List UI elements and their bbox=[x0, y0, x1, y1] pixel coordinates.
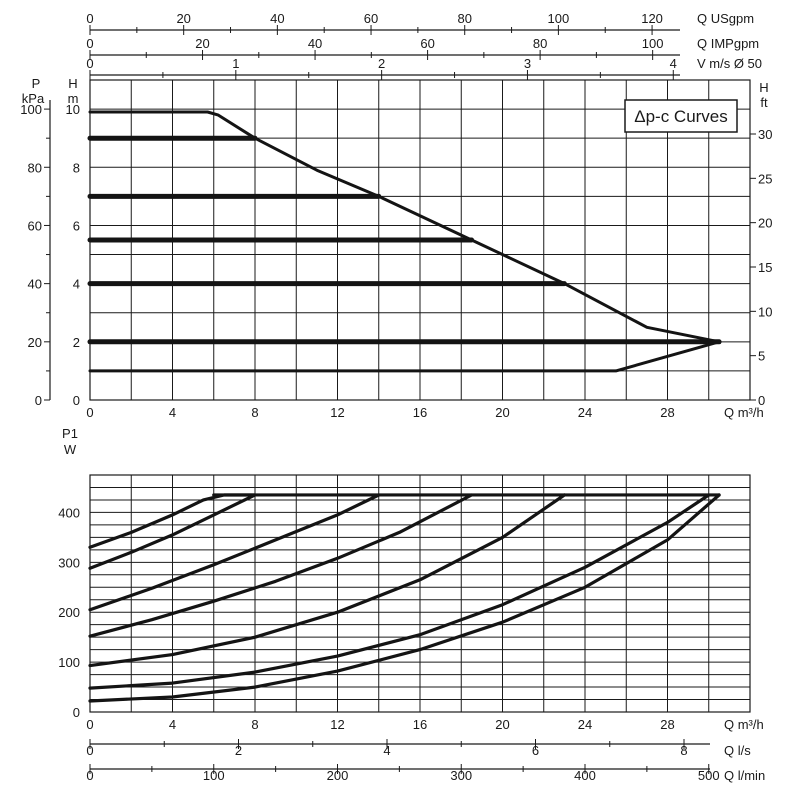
bottom-axis-tick-label: 200 bbox=[327, 768, 349, 783]
head-ft-tick-label: 30 bbox=[758, 127, 772, 142]
flow-tick-label: 12 bbox=[330, 717, 344, 732]
pressure-tick-label: 60 bbox=[28, 218, 42, 233]
top-axis-tick-label: 100 bbox=[642, 36, 664, 51]
power-curve-series-6 bbox=[88, 493, 721, 703]
power-tick-label: 100 bbox=[58, 655, 80, 670]
flow-tick-label: 0 bbox=[86, 717, 93, 732]
top-axis-tick-label: 1 bbox=[232, 56, 239, 71]
pressure-tick-label: 100 bbox=[20, 102, 42, 117]
top-axis-tick-label: 0 bbox=[86, 56, 93, 71]
top-axis-tick-label: 40 bbox=[308, 36, 322, 51]
power-axis-label: P1 bbox=[62, 426, 78, 441]
flow-tick-label: 20 bbox=[495, 717, 509, 732]
head-m-tick-label: 4 bbox=[73, 277, 80, 292]
pressure-axis-unit: kPa bbox=[22, 91, 45, 106]
top-axis-label: Q IMPgpm bbox=[697, 36, 759, 51]
flow-tick-label: 28 bbox=[660, 405, 674, 420]
bottom-axis-tick-label: 0 bbox=[86, 743, 93, 758]
bottom-axis-tick-label: 2 bbox=[235, 743, 242, 758]
flow-tick-label: 4 bbox=[169, 717, 176, 732]
top-axis-tick-label: 40 bbox=[270, 11, 284, 26]
power-tick-label: 300 bbox=[58, 555, 80, 570]
flow-tick-label: 24 bbox=[578, 405, 592, 420]
head-ft-tick-label: 0 bbox=[758, 393, 765, 408]
flow-tick-label: 16 bbox=[413, 717, 427, 732]
head-m-tick-label: 6 bbox=[73, 218, 80, 233]
top-axis-tick-label: 100 bbox=[548, 11, 570, 26]
head-ft-axis-label: H bbox=[759, 80, 768, 95]
flow-tick-label: 8 bbox=[251, 405, 258, 420]
top-axis-tick-label: 80 bbox=[533, 36, 547, 51]
head-ft-tick-label: 25 bbox=[758, 171, 772, 186]
curves-badge-text: Δp-c Curves bbox=[634, 107, 728, 126]
bottom-axis-label: Q l/min bbox=[724, 768, 765, 783]
power-tick-label: 200 bbox=[58, 605, 80, 620]
head-m-axis-unit: m bbox=[68, 91, 79, 106]
flow-tick-label: 24 bbox=[578, 717, 592, 732]
pressure-tick-label: 0 bbox=[35, 393, 42, 408]
flow-axis-label: Q m³/h bbox=[724, 717, 764, 732]
top-axis-tick-label: 20 bbox=[195, 36, 209, 51]
top-axis-tick-label: 60 bbox=[420, 36, 434, 51]
head-ft-tick-label: 10 bbox=[758, 304, 772, 319]
top-axis-label: V m/s Ø 50 bbox=[697, 56, 762, 71]
power-curve-series-4 bbox=[88, 493, 566, 668]
pressure-tick-label: 80 bbox=[28, 160, 42, 175]
top-axis-tick-label: 60 bbox=[364, 11, 378, 26]
head-ft-tick-label: 20 bbox=[758, 216, 772, 231]
power-curve-series-3 bbox=[88, 493, 474, 638]
flow-tick-label: 12 bbox=[330, 405, 344, 420]
head-ft-tick-label: 15 bbox=[758, 260, 772, 275]
top-axis-label: Q USgpm bbox=[697, 11, 754, 26]
head-chart: 020406080100PkPa0246810Hm051015202530Hft… bbox=[20, 11, 772, 420]
bottom-axis-tick-label: 4 bbox=[383, 743, 390, 758]
pressure-tick-label: 40 bbox=[28, 277, 42, 292]
flow-tick-label: 28 bbox=[660, 717, 674, 732]
bottom-axis-tick-label: 8 bbox=[680, 743, 687, 758]
top-axis-tick-label: 3 bbox=[524, 56, 531, 71]
top-axis-tick-label: 20 bbox=[176, 11, 190, 26]
top-axis-tick-label: 80 bbox=[457, 11, 471, 26]
top-axis-tick-label: 0 bbox=[86, 11, 93, 26]
pressure-axis-label: P bbox=[32, 76, 41, 91]
bottom-axis-tick-label: 400 bbox=[574, 768, 596, 783]
flow-tick-label: 4 bbox=[169, 405, 176, 420]
head-m-tick-label: 2 bbox=[73, 335, 80, 350]
power-tick-label: 0 bbox=[73, 705, 80, 720]
top-axis-tick-label: 2 bbox=[378, 56, 385, 71]
power-curve-series-5 bbox=[88, 493, 711, 690]
plot-frame bbox=[89, 474, 751, 713]
power-axis-unit: W bbox=[64, 442, 77, 457]
flow-tick-label: 8 bbox=[251, 717, 258, 732]
flow-tick-label: 16 bbox=[413, 405, 427, 420]
bottom-axis-tick-label: 100 bbox=[203, 768, 225, 783]
bottom-axis-tick-label: 6 bbox=[532, 743, 539, 758]
head-ft-axis-unit: ft bbox=[760, 95, 768, 110]
flow-tick-label: 0 bbox=[86, 405, 93, 420]
bottom-axis-tick-label: 300 bbox=[450, 768, 472, 783]
power-curve-series-2 bbox=[88, 493, 381, 612]
power-tick-label: 400 bbox=[58, 505, 80, 520]
head-m-tick-label: 10 bbox=[66, 102, 80, 117]
bottom-axis-tick-label: 0 bbox=[86, 768, 93, 783]
curves-badge-box bbox=[624, 99, 738, 133]
top-axis-tick-label: 4 bbox=[670, 56, 677, 71]
head-m-tick-label: 8 bbox=[73, 160, 80, 175]
head-ft-tick-label: 5 bbox=[758, 349, 765, 364]
top-axis-tick-label: 0 bbox=[86, 36, 93, 51]
bottom-axis-label: Q l/s bbox=[724, 743, 751, 758]
flow-axis-label: Q m³/h bbox=[724, 405, 764, 420]
pressure-tick-label: 20 bbox=[28, 335, 42, 350]
flow-tick-label: 20 bbox=[495, 405, 509, 420]
top-axis-tick-label: 120 bbox=[641, 11, 663, 26]
head-m-axis-label: H bbox=[68, 76, 77, 91]
power-curve-series-1 bbox=[88, 493, 257, 570]
head-m-tick-label: 0 bbox=[73, 393, 80, 408]
bottom-axis-tick-label: 500 bbox=[698, 768, 720, 783]
